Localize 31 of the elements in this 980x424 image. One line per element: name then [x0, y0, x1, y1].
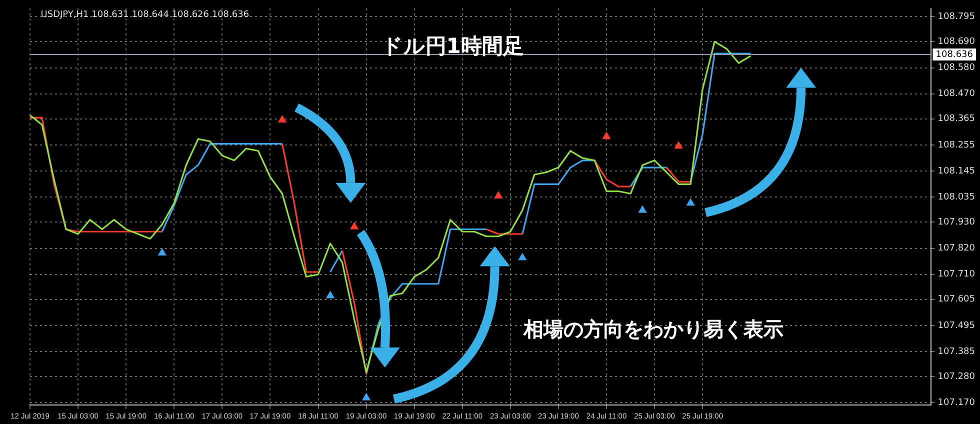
y-tick-label: 107.710: [938, 270, 976, 280]
y-tick-label: 108.255: [938, 140, 975, 150]
y-tick-label: 107.930: [938, 217, 976, 228]
y-tick-label: 108.365: [938, 114, 975, 124]
y-tick-label: 107.280: [938, 372, 976, 382]
point: [602, 132, 610, 140]
point: [350, 222, 358, 230]
point: [638, 206, 646, 213]
annotation: 相場の方向をわかり易く表示: [524, 316, 784, 343]
y-tick-label: 108.580: [938, 63, 976, 74]
y-tick-label: 108.470: [938, 89, 976, 100]
y-tick-label: 107.385: [938, 346, 975, 357]
ref-line-label: 108.636: [936, 50, 974, 60]
y-tick-label: 107.495: [938, 320, 975, 331]
point: [494, 192, 502, 199]
y-tick-label: 108.145: [938, 166, 975, 176]
point: [326, 291, 334, 298]
y-tick-label: 108.035: [938, 192, 975, 203]
annotation: USDJPY,H1 108.631 108.644 108.626 108.636: [40, 10, 250, 20]
point: [362, 393, 370, 400]
point: [278, 116, 286, 123]
y-tick-label: 108.690: [938, 36, 976, 47]
text: ドル円1時間足: [381, 33, 524, 60]
point: [674, 142, 683, 149]
point: [158, 248, 166, 256]
point: [518, 253, 526, 260]
y-tick-label: 107.605: [938, 294, 975, 305]
y-tick-label: 108.795: [938, 12, 975, 22]
y-tick-label: 107.820: [938, 244, 976, 254]
point: [686, 198, 695, 206]
y-tick-label: 107.170: [938, 398, 976, 408]
